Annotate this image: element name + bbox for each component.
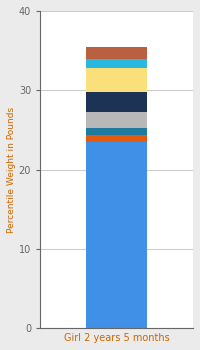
Bar	[86, 68, 147, 92]
Bar	[86, 142, 147, 328]
Bar	[86, 127, 147, 135]
Bar	[86, 47, 147, 58]
Bar	[86, 92, 147, 112]
Bar	[86, 58, 147, 68]
Bar	[86, 135, 147, 142]
Bar	[86, 112, 147, 127]
Y-axis label: Percentile Weight in Pounds: Percentile Weight in Pounds	[7, 106, 16, 233]
